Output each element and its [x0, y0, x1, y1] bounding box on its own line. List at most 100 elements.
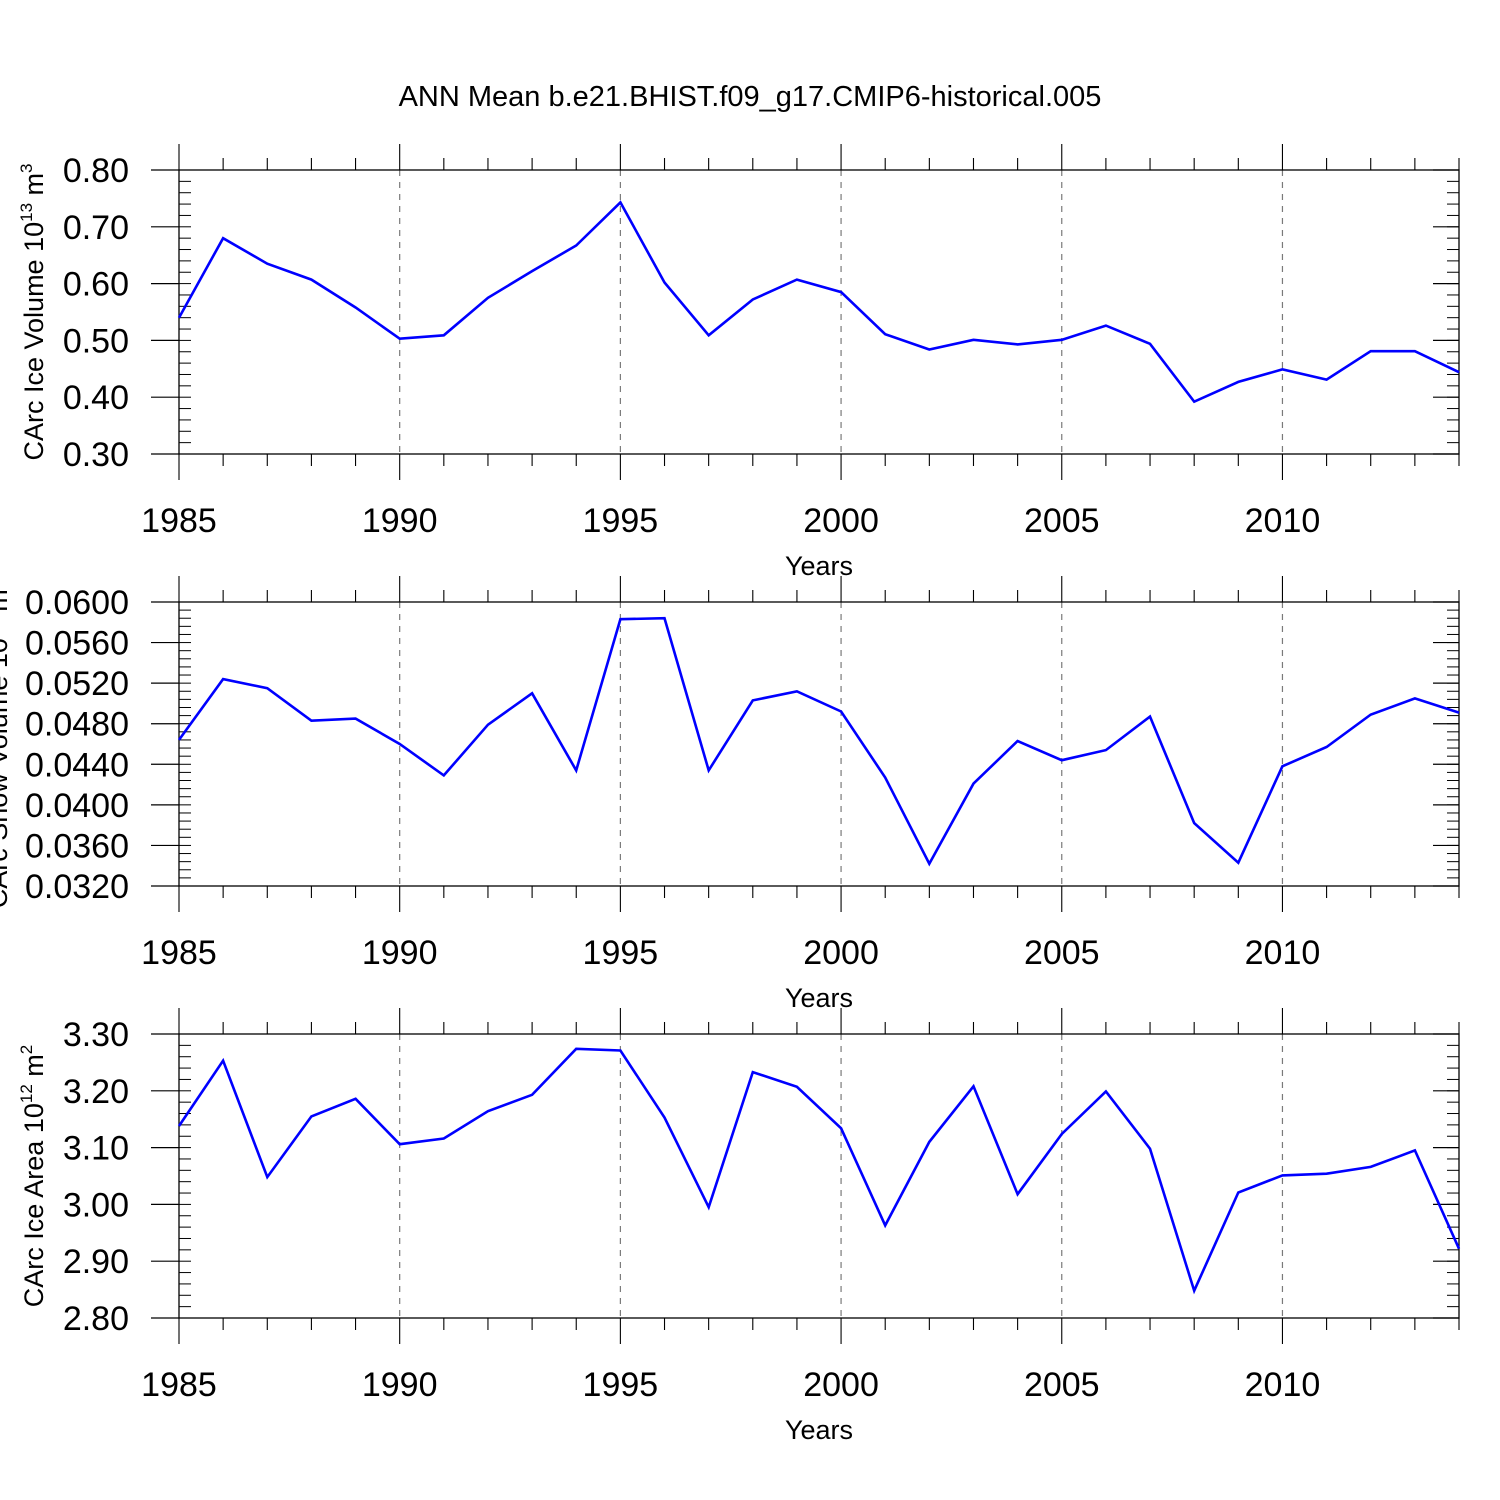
y-tick-label: 3.20 [63, 1073, 129, 1111]
data-point [354, 1098, 356, 1100]
data-point [1237, 381, 1239, 383]
data-point [928, 862, 930, 864]
x-tick-label: 2005 [1024, 502, 1100, 540]
data-point [310, 278, 312, 280]
plot-frame [178, 601, 1460, 887]
data-point [707, 1206, 709, 1208]
y-tick-label: 0.0320 [25, 868, 129, 906]
x-tick-label: 1985 [141, 1366, 217, 1404]
data-point [663, 617, 665, 619]
data-point [178, 1125, 180, 1127]
x-axis-label: Years [785, 1415, 853, 1445]
data-point [840, 291, 842, 293]
data-point [443, 1137, 445, 1139]
data-point [266, 1176, 268, 1178]
data-point [1458, 711, 1460, 713]
data-point [619, 1049, 621, 1051]
data-point [796, 1086, 798, 1088]
x-tick-label: 2010 [1245, 502, 1321, 540]
chart-panel-3: 2.80 2.90 3.00 3.10 3.20 3.30 1985 1990 1995 2000… [17, 1008, 1461, 1445]
data-point [1281, 368, 1283, 370]
data-point [575, 769, 577, 771]
data-point [178, 316, 180, 318]
data-point [1281, 765, 1283, 767]
data-point [575, 1048, 577, 1050]
data-point [1325, 1173, 1327, 1175]
data-point [1061, 759, 1063, 761]
data-point [354, 717, 356, 719]
data-point [575, 244, 577, 246]
data-point [1193, 401, 1195, 403]
data-point [1237, 1191, 1239, 1193]
data-point [1281, 1174, 1283, 1176]
data-point [619, 201, 621, 203]
y-tick-label: 0.70 [63, 209, 129, 247]
x-tick-label: 1990 [362, 1366, 438, 1404]
data-point [707, 334, 709, 336]
x-tick-label: 2010 [1245, 1366, 1321, 1404]
y-tick-label: 0.0520 [25, 665, 129, 703]
y-tick-label: 3.10 [63, 1130, 129, 1168]
data-point [1061, 339, 1063, 341]
data-point [487, 724, 489, 726]
data-point [1105, 749, 1107, 751]
data-point [619, 618, 621, 620]
y-tick-label: 0.60 [63, 266, 129, 304]
data-point [840, 1127, 842, 1129]
data-point [531, 692, 533, 694]
data-point [928, 348, 930, 350]
plot-frame [178, 169, 1460, 455]
data-point [1370, 350, 1372, 352]
x-axis-label: Years [785, 983, 853, 1013]
x-tick-label: 2000 [803, 934, 879, 972]
series-line [177, 616, 1460, 867]
x-tick-label: 2005 [1024, 934, 1100, 972]
data-point [354, 306, 356, 308]
data-point [840, 710, 842, 712]
data-point [443, 774, 445, 776]
data-point [531, 270, 533, 272]
data-point [1370, 1166, 1372, 1168]
data-point [443, 334, 445, 336]
y-axis-label: CArc Ice Volume 1013 m3 [17, 163, 49, 460]
data-point [398, 743, 400, 745]
y-tick-label: 0.0440 [25, 746, 129, 784]
chart-panels: 0.30 0.40 0.50 0.60 0.70 0.80 1985 1990 1995 2000… [0, 144, 1461, 1445]
data-point [1325, 746, 1327, 748]
data-point [1149, 343, 1151, 345]
x-tick-label: 1985 [141, 934, 217, 972]
data-point [178, 739, 180, 741]
y-tick-label: 2.90 [63, 1243, 129, 1281]
data-point [752, 298, 754, 300]
data-point [531, 1094, 533, 1096]
data-point [266, 687, 268, 689]
y-tick-label: 0.0560 [25, 625, 129, 663]
chart-panel-2: 0.03200.03600.04000.04400.04800.05200.05… [0, 576, 1460, 1013]
data-point [1016, 740, 1018, 742]
y-axis-label: CArc Ice Area 1012 m2 [17, 1045, 49, 1308]
data-point [222, 237, 224, 239]
x-tick-label: 2005 [1024, 1366, 1100, 1404]
y-tick-label: 0.0600 [25, 584, 129, 622]
data-point [1149, 715, 1151, 717]
series-line [177, 1047, 1461, 1295]
data-point [310, 1115, 312, 1117]
data-point [222, 678, 224, 680]
plot-frame [178, 1033, 1460, 1319]
data-point [1105, 324, 1107, 326]
data-point [1105, 1090, 1107, 1092]
data-point [1016, 343, 1018, 345]
data-point [884, 333, 886, 335]
y-tick-label: 0.80 [63, 152, 129, 190]
x-axis-label: Years [785, 551, 853, 581]
x-tick-label: 1995 [583, 1366, 659, 1404]
data-point [1370, 713, 1372, 715]
data-point [1414, 350, 1416, 352]
data-point [1237, 861, 1239, 863]
data-point [487, 1110, 489, 1112]
data-point [1193, 1290, 1195, 1292]
data-point [1016, 1193, 1018, 1195]
data-point [796, 278, 798, 280]
y-tick-label: 0.50 [63, 322, 129, 360]
